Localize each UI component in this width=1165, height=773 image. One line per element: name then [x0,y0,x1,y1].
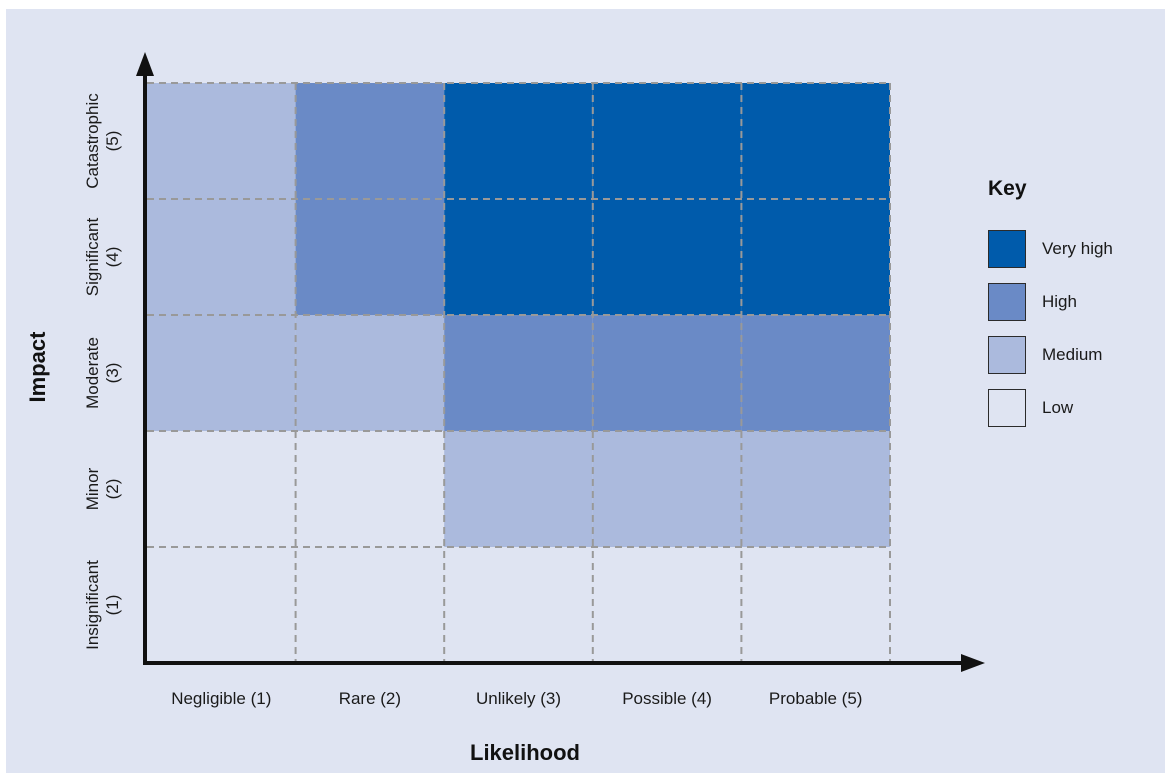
legend-item: Low [988,381,1158,434]
x-axis-arrowhead [961,654,985,672]
legend-item: High [988,275,1158,328]
x-tick-label: Unlikely (3) [475,689,562,708]
cell-r5-c1 [147,83,296,199]
y-tick-name: Catastrophic [83,93,102,189]
legend-item: Very high [988,222,1158,275]
y-axis-title: Impact [25,331,50,403]
x-axis-title: Likelihood [470,740,580,765]
legend-label: High [1042,291,1077,311]
legend-label: Very high [1042,238,1113,258]
legend-items: Very high High Medium Low [988,222,1158,434]
y-tick-label: Minor (2) [83,424,123,554]
x-tick-label: Probable (5) [768,689,863,708]
legend: Key Very high High Medium Low [988,172,1158,434]
cell-r4-c5 [741,199,890,315]
cell-r2-c3 [444,431,593,547]
cell-r1-c2 [295,547,445,663]
y-tick-name: Moderate [83,337,102,409]
y-tick-score: (1) [103,594,122,616]
legend-label: Low [1042,397,1074,417]
y-tick-name: Significant [83,217,102,297]
y-tick-name: Minor [83,467,102,511]
y-tick-label: Insignificant (1) [83,540,123,670]
legend-swatch [988,388,1026,427]
cell-r1-c3 [444,547,593,663]
x-tick-label: Rare (2) [338,689,402,708]
y-tick-label: Catastrophic (5) [83,76,123,206]
grid-layer [147,82,891,663]
cell-r3-c1 [147,315,296,431]
cell-r5-c5 [741,83,890,199]
cell-r4-c4 [592,199,742,315]
x-tick-label: Negligible (1) [171,689,272,708]
cells-layer [147,83,890,663]
x-tick-label: Possible (4) [622,689,712,708]
cell-r1-c5 [741,547,890,663]
cell-r2-c1 [147,431,296,547]
cell-r4-c1 [147,199,296,315]
cell-r1-c1 [147,547,296,663]
legend-item: Medium [988,328,1158,381]
cell-r2-c5 [741,431,890,547]
y-tick-label: Moderate (3) [83,308,123,438]
y-tick-label: Significant (4) [83,192,123,322]
legend-label: Medium [1042,344,1103,364]
cell-r2-c2 [295,431,445,547]
cell-r3-c3 [444,315,593,431]
cell-r3-c4 [592,315,742,431]
y-tick-score: (5) [103,130,122,152]
cell-r5-c3 [444,83,593,199]
legend-title: Key [988,177,1027,200]
cell-r5-c4 [592,83,742,199]
axes-layer [136,52,985,672]
legend-swatch [988,229,1026,268]
cell-r1-c4 [592,547,742,663]
y-axis-arrowhead [136,52,154,76]
y-tick-score: (2) [103,478,122,500]
y-tick-score: (4) [103,246,122,268]
cell-r5-c2 [295,83,445,199]
y-tick-score: (3) [103,362,122,384]
y-tick-name: Insignificant [83,560,102,650]
cell-r3-c5 [741,315,890,431]
legend-swatch [988,335,1026,374]
cell-r4-c3 [444,199,593,315]
cell-r2-c4 [592,431,742,547]
cell-r3-c2 [295,315,445,431]
legend-swatch [988,282,1026,321]
cell-r4-c2 [295,199,445,315]
